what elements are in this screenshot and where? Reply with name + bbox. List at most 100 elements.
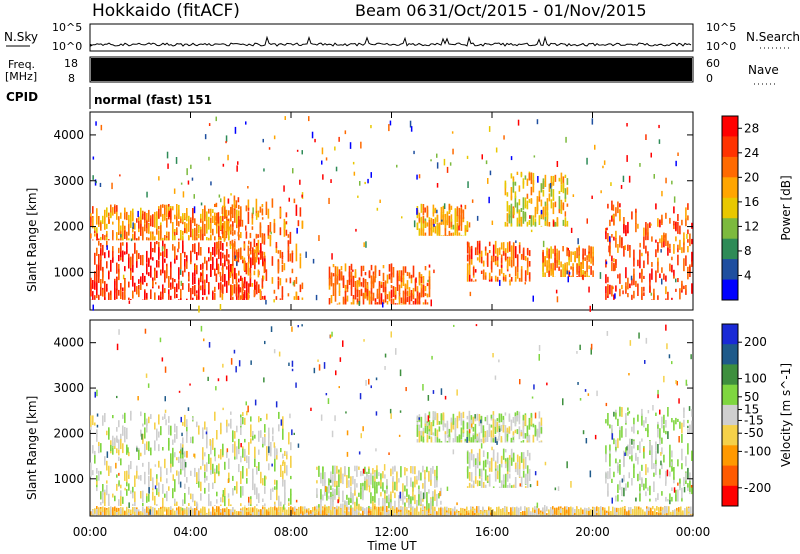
- heatmap-cell: [281, 286, 284, 297]
- heatmap-cell: [272, 487, 274, 492]
- heatmap-cell: [124, 207, 126, 213]
- heatmap-speckle: [489, 170, 492, 176]
- heatmap-cell: [291, 268, 294, 274]
- heatmap-cell: [420, 290, 423, 298]
- heatmap-speckle: [222, 407, 224, 411]
- heatmap-cell: [422, 436, 425, 443]
- heatmap-speckle: [352, 161, 355, 165]
- heatmap-cell: [687, 246, 689, 253]
- heatmap-cell: [279, 298, 282, 300]
- heatmap-cell: [360, 506, 362, 511]
- heatmap-cell: [350, 271, 353, 279]
- heatmap-cell: [470, 484, 473, 488]
- heatmap-cell: [140, 430, 142, 437]
- heatmap-cell: [669, 248, 671, 253]
- heatmap-cell: [242, 510, 244, 516]
- heatmap-cell: [260, 430, 262, 438]
- heatmap-cell: [404, 512, 406, 516]
- heatmap-cell: [386, 479, 388, 492]
- heatmap-cell: [268, 511, 270, 516]
- heatmap-cell: [116, 288, 118, 300]
- heatmap-cell: [370, 510, 372, 516]
- heatmap-cell: [263, 261, 266, 274]
- heatmap-cell: [671, 297, 673, 300]
- heatmap-cell: [552, 509, 554, 515]
- heatmap-cell: [460, 508, 462, 514]
- heatmap-cell: [292, 507, 294, 515]
- heatmap-cell: [210, 501, 212, 507]
- heatmap-cell: [287, 234, 290, 238]
- heatmap-speckle: [586, 218, 588, 224]
- heatmap-cell: [258, 284, 260, 293]
- heatmap-cell: [586, 271, 588, 277]
- heatmap-cell: [532, 172, 535, 185]
- heatmap-cell: [332, 474, 334, 487]
- heatmap-cell: [192, 493, 194, 503]
- heatmap-cell: [522, 178, 525, 185]
- heatmap-cell: [232, 430, 234, 443]
- heatmap-speckle: [392, 475, 394, 482]
- heatmap-cell: [356, 483, 358, 488]
- heatmap-cell: [611, 478, 613, 483]
- heatmap-cell: [621, 407, 623, 417]
- heatmap-cell: [657, 424, 659, 429]
- heatmap-cell: [216, 506, 218, 516]
- heatmap-cell: [506, 242, 509, 253]
- heatmap-cell: [126, 242, 128, 255]
- heatmap-cell: [691, 222, 693, 229]
- heatmap-cell: [168, 437, 170, 446]
- heatmap-cell: [268, 438, 270, 445]
- heatmap-cell: [510, 223, 513, 227]
- heatmap-cell: [480, 477, 483, 488]
- heatmap-cell: [378, 481, 380, 486]
- heatmap-cell: [380, 281, 383, 287]
- heatmap-cell: [255, 284, 258, 291]
- heatmap-cell: [524, 415, 527, 426]
- heatmap-cell: [416, 439, 419, 443]
- heatmap-cell: [566, 509, 568, 516]
- heatmap-cell: [438, 231, 441, 236]
- heatmap-cell: [474, 279, 477, 282]
- heatmap-cell: [546, 513, 548, 516]
- heatmap-cell: [680, 511, 682, 516]
- heatmap-cell: [90, 216, 92, 227]
- heatmap-cell: [364, 272, 367, 276]
- heatmap-cell: [96, 487, 98, 492]
- heatmap-cell: [232, 242, 234, 250]
- heatmap-cell: [164, 208, 166, 220]
- heatmap-cell: [478, 508, 480, 513]
- freq-label-2: [MHz]: [5, 70, 37, 83]
- heatmap-cell: [208, 508, 210, 513]
- heatmap-cell: [418, 272, 421, 278]
- heatmap-cell: [508, 473, 511, 479]
- heatmap-cell: [370, 281, 373, 289]
- heatmap-cell: [566, 178, 569, 185]
- heatmap-speckle: [517, 119, 520, 126]
- heatmap-cell: [490, 430, 493, 442]
- heatmap-cell: [514, 468, 517, 473]
- heatmap-speckle: [446, 166, 449, 173]
- heatmap-cell: [470, 248, 473, 260]
- heatmap-cell: [502, 484, 505, 488]
- heatmap-cell: [240, 206, 242, 219]
- heatmap-cell: [534, 206, 537, 218]
- heatmap-cell: [252, 509, 254, 516]
- heatmap-cell: [288, 432, 290, 445]
- heatmap-cell: [532, 512, 534, 516]
- heatmap-cell: [666, 513, 668, 516]
- heatmap-cell: [226, 507, 228, 516]
- heatmap-cell: [408, 303, 411, 305]
- heatmap-cell: [420, 491, 422, 505]
- heatmap-cell: [176, 227, 178, 233]
- heatmap-cell: [112, 232, 114, 237]
- y-tick-label: 4000: [53, 128, 84, 142]
- heatmap-cell: [116, 232, 118, 241]
- heatmap-cell: [204, 464, 206, 477]
- heatmap-cell: [220, 258, 222, 266]
- heatmap-cell: [635, 452, 637, 461]
- heatmap-cell: [538, 441, 541, 443]
- heatmap-cell: [214, 472, 216, 483]
- heatmap-cell: [512, 484, 515, 488]
- heatmap-cell: [174, 513, 176, 516]
- heatmap-cell: [174, 434, 176, 443]
